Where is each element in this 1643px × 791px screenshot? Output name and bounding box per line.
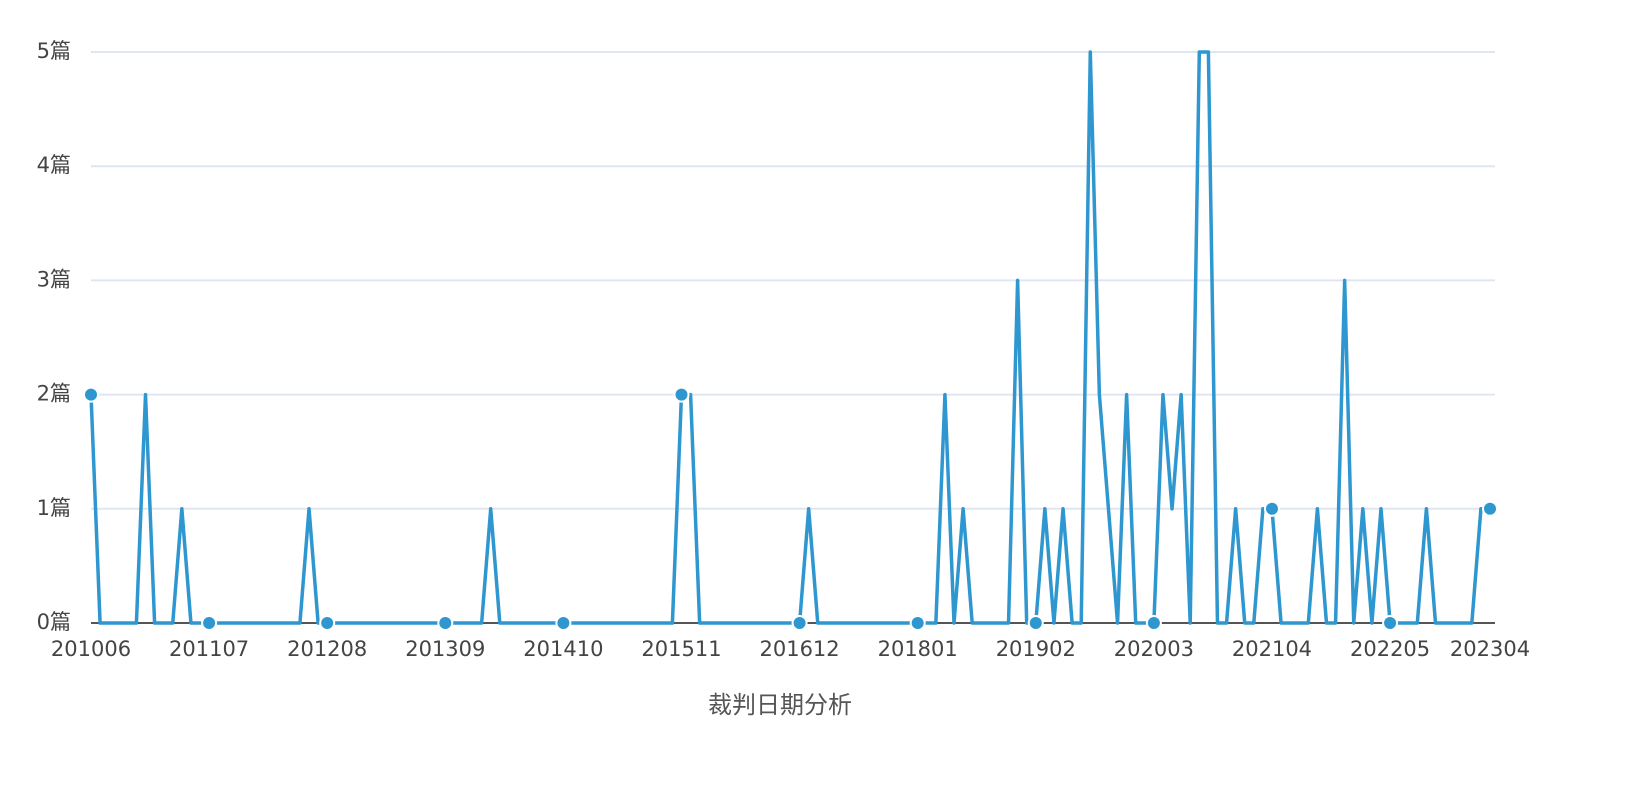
point: [555, 615, 572, 631]
x-tick-label: 201107: [169, 637, 249, 661]
x-tick-label: 201208: [287, 637, 367, 661]
x-tick-label: 201801: [878, 637, 958, 661]
y-tick-label: 1篇: [37, 496, 71, 520]
point: [1145, 615, 1162, 631]
x-tick-label: 202205: [1350, 637, 1430, 661]
x-tick-label: 201309: [405, 637, 485, 661]
point: [1027, 615, 1044, 631]
point: [673, 386, 690, 403]
x-tick-label: 201902: [996, 637, 1076, 661]
x-axis-title: 裁判日期分析: [708, 691, 852, 719]
y-tick-label: 0篇: [37, 610, 71, 634]
point: [791, 615, 808, 631]
x-tick-label: 202104: [1232, 637, 1312, 661]
line: [89, 50, 1490, 625]
y-tick-label: 2篇: [37, 382, 71, 406]
x-tick-label: 202304: [1450, 637, 1530, 661]
point: [909, 615, 926, 631]
point: [437, 615, 454, 631]
x-tick-label: 201511: [641, 637, 721, 661]
x-tick-label: 201612: [759, 637, 839, 661]
point: [319, 615, 336, 631]
point: [1263, 500, 1280, 517]
x-tick-label: 201410: [523, 637, 603, 661]
point: [1382, 615, 1399, 631]
point: [83, 386, 99, 403]
y-tick-label: 4篇: [37, 153, 71, 177]
point: [1482, 500, 1498, 517]
x-tick-label: 202003: [1114, 637, 1194, 661]
x-tick-label: 201006: [51, 637, 131, 661]
y-tick-label: 3篇: [37, 267, 71, 291]
point: [201, 615, 218, 631]
y-tick-label: 5篇: [37, 39, 71, 63]
